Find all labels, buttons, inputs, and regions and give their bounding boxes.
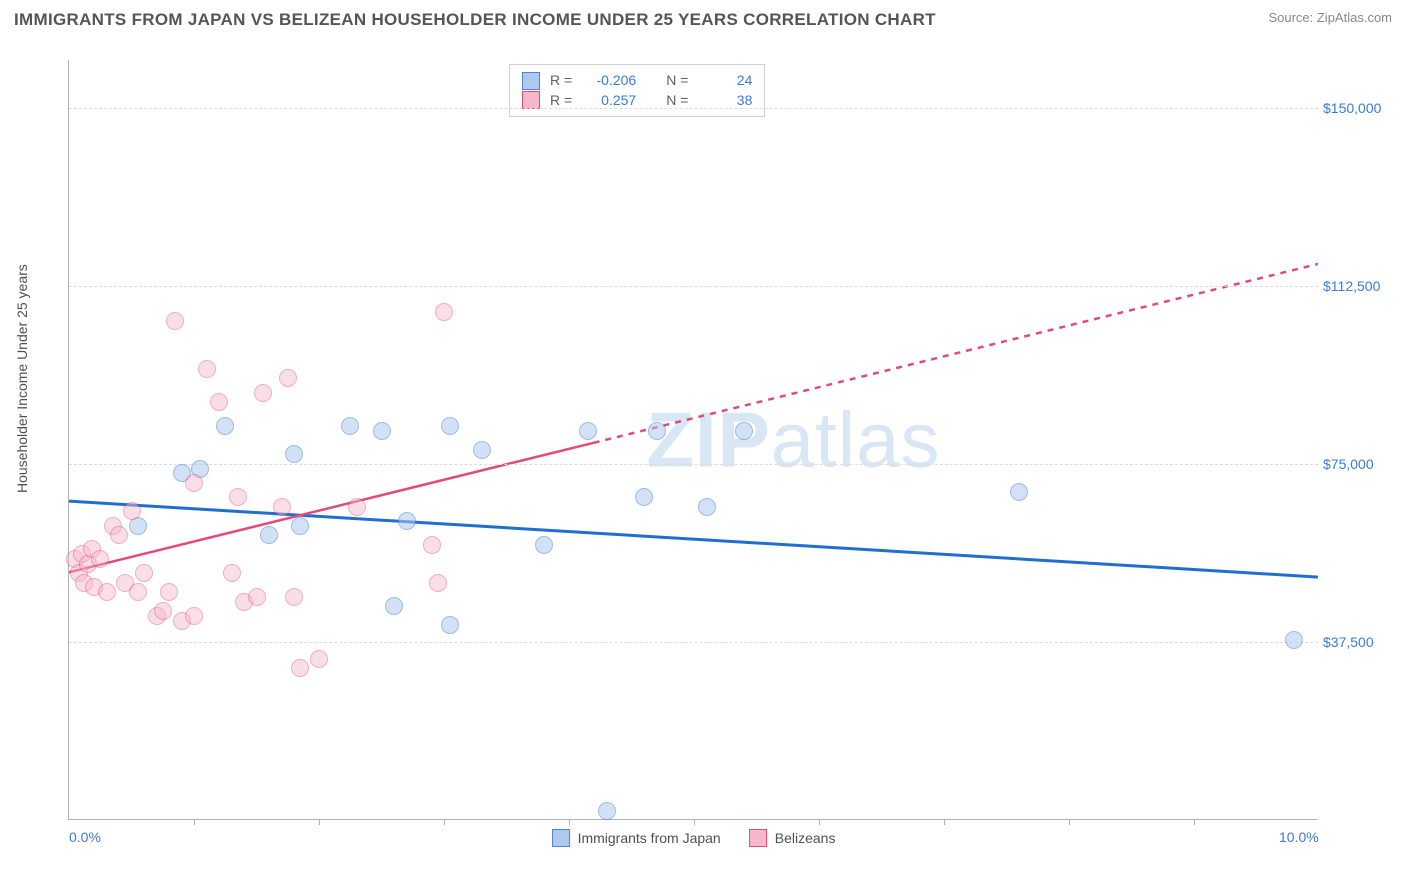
data-point-japan xyxy=(635,488,653,506)
y-tick-label: $37,500 xyxy=(1323,634,1403,650)
gridline xyxy=(69,642,1318,643)
data-point-japan xyxy=(441,616,459,634)
trend-line-belize-dashed xyxy=(594,264,1318,443)
scatter-plot-area: ZIPatlas R = -0.206 N = 24 R = 0.257 N =… xyxy=(68,60,1318,820)
data-point-japan xyxy=(473,441,491,459)
chart-title: IMMIGRANTS FROM JAPAN VS BELIZEAN HOUSEH… xyxy=(14,10,936,30)
data-point-belize xyxy=(123,502,141,520)
legend-label-belize: Belizeans xyxy=(775,830,836,846)
data-point-belize xyxy=(198,360,216,378)
legend-stats-row-japan: R = -0.206 N = 24 xyxy=(522,71,752,91)
legend-stats-box: R = -0.206 N = 24 R = 0.257 N = 38 xyxy=(509,64,765,117)
x-axis-label: 10.0% xyxy=(1279,829,1319,845)
data-point-belize xyxy=(435,303,453,321)
chart-container: Householder Income Under 25 years ZIPatl… xyxy=(38,50,1388,870)
trend-line-belize xyxy=(69,443,594,573)
gridline xyxy=(69,286,1318,287)
data-point-belize xyxy=(185,474,203,492)
r-label: R = xyxy=(550,71,572,91)
data-point-japan xyxy=(385,597,403,615)
data-point-japan xyxy=(535,536,553,554)
x-tick xyxy=(444,819,445,825)
data-point-japan xyxy=(648,422,666,440)
legend-bottom: Immigrants from Japan Belizeans xyxy=(552,829,836,847)
trend-lines-svg xyxy=(69,60,1318,819)
r-value-japan: -0.206 xyxy=(582,71,636,91)
gridline xyxy=(69,464,1318,465)
x-tick xyxy=(944,819,945,825)
x-tick xyxy=(194,819,195,825)
data-point-belize xyxy=(285,588,303,606)
data-point-japan xyxy=(398,512,416,530)
data-point-belize xyxy=(160,583,178,601)
x-tick xyxy=(694,819,695,825)
data-point-japan xyxy=(216,417,234,435)
data-point-japan xyxy=(341,417,359,435)
data-point-belize xyxy=(129,583,147,601)
x-axis-label: 0.0% xyxy=(69,829,101,845)
trend-line-japan xyxy=(69,501,1318,577)
y-tick-label: $112,500 xyxy=(1323,278,1403,294)
header: IMMIGRANTS FROM JAPAN VS BELIZEAN HOUSEH… xyxy=(0,0,1406,36)
data-point-belize xyxy=(423,536,441,554)
data-point-belize xyxy=(110,526,128,544)
data-point-belize xyxy=(273,498,291,516)
data-point-belize xyxy=(248,588,266,606)
watermark-zip: ZIP xyxy=(646,395,770,483)
data-point-japan xyxy=(441,417,459,435)
data-point-japan xyxy=(1285,631,1303,649)
data-point-belize xyxy=(429,574,447,592)
data-point-japan xyxy=(698,498,716,516)
n-label: N = xyxy=(666,71,688,91)
data-point-japan xyxy=(1010,483,1028,501)
data-point-belize xyxy=(291,659,309,677)
source-label: Source: ZipAtlas.com xyxy=(1268,10,1392,25)
data-point-belize xyxy=(279,369,297,387)
data-point-japan xyxy=(260,526,278,544)
y-tick-label: $150,000 xyxy=(1323,100,1403,116)
y-tick-label: $75,000 xyxy=(1323,456,1403,472)
watermark-atlas: atlas xyxy=(771,395,941,483)
data-point-japan xyxy=(291,517,309,535)
gridline xyxy=(69,108,1318,109)
watermark: ZIPatlas xyxy=(646,394,940,485)
x-tick xyxy=(1069,819,1070,825)
data-point-belize xyxy=(254,384,272,402)
data-point-belize xyxy=(229,488,247,506)
data-point-belize xyxy=(348,498,366,516)
data-point-japan xyxy=(285,445,303,463)
data-point-japan xyxy=(735,422,753,440)
data-point-belize xyxy=(135,564,153,582)
data-point-belize xyxy=(166,312,184,330)
swatch-japan xyxy=(522,72,540,90)
n-value-japan: 24 xyxy=(698,71,752,91)
data-point-belize xyxy=(98,583,116,601)
data-point-japan xyxy=(579,422,597,440)
data-point-japan xyxy=(598,802,616,820)
x-tick xyxy=(1194,819,1195,825)
x-tick xyxy=(319,819,320,825)
data-point-belize xyxy=(154,602,172,620)
x-tick xyxy=(569,819,570,825)
legend-label-japan: Immigrants from Japan xyxy=(578,830,721,846)
legend-item-japan: Immigrants from Japan xyxy=(552,829,721,847)
legend-item-belize: Belizeans xyxy=(749,829,836,847)
data-point-belize xyxy=(91,550,109,568)
data-point-belize xyxy=(223,564,241,582)
data-point-belize xyxy=(185,607,203,625)
swatch-belize xyxy=(749,829,767,847)
data-point-belize xyxy=(210,393,228,411)
x-tick xyxy=(819,819,820,825)
data-point-belize xyxy=(310,650,328,668)
y-axis-label: Householder Income Under 25 years xyxy=(14,264,30,493)
swatch-japan xyxy=(552,829,570,847)
data-point-japan xyxy=(373,422,391,440)
